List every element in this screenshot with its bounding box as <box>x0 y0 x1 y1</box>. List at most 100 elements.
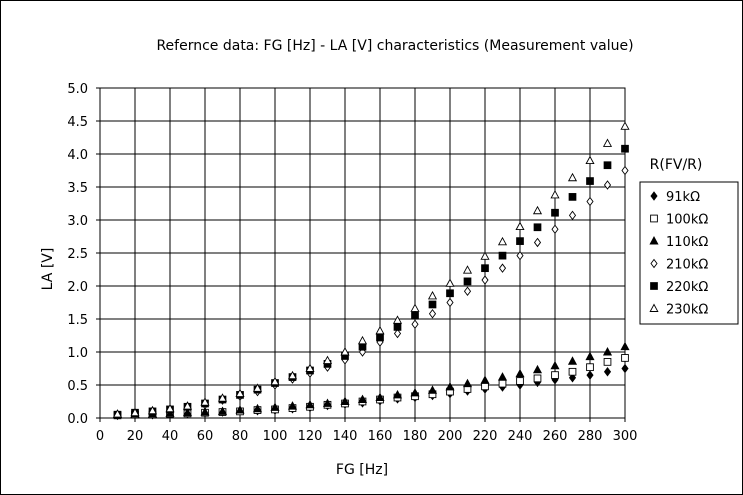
x-tick-label: 140 <box>333 429 358 444</box>
data-point <box>603 367 612 377</box>
data-point <box>428 300 437 309</box>
x-tick-label: 60 <box>197 429 214 444</box>
data-point <box>410 303 420 312</box>
legend-label: 91kΩ <box>666 190 700 205</box>
data-point <box>322 398 333 407</box>
y-tick-label: 1.5 <box>67 313 88 328</box>
legend-marker <box>650 258 658 269</box>
legend-label: 110kΩ <box>666 235 708 250</box>
data-point <box>270 376 280 386</box>
legend-marker <box>650 282 658 290</box>
data-point <box>603 358 612 366</box>
legend-marker <box>650 214 658 223</box>
y-tick-label: 3.0 <box>67 214 88 229</box>
data-point <box>270 402 280 411</box>
data-point <box>568 210 577 221</box>
data-point <box>620 341 630 351</box>
y-tick-label: 1.0 <box>67 346 88 361</box>
data-point <box>375 392 385 401</box>
series-5 <box>112 121 630 418</box>
data-point <box>463 286 472 297</box>
data-point <box>411 311 419 320</box>
data-point <box>533 237 542 248</box>
data-point <box>568 367 577 376</box>
x-tick-label: 260 <box>543 429 568 444</box>
data-point <box>551 208 559 217</box>
data-point <box>532 205 543 215</box>
data-point <box>551 224 559 234</box>
data-point <box>516 250 524 261</box>
x-axis-label: FG [Hz] <box>336 462 388 478</box>
data-point <box>551 371 559 379</box>
legend-marker <box>650 191 658 201</box>
legend-label: 230kΩ <box>666 303 708 318</box>
plot-border <box>99 87 626 419</box>
y-axis-label: LA [V] <box>40 248 56 291</box>
data-point <box>340 396 350 405</box>
x-tick-label: 120 <box>298 429 323 444</box>
data-point <box>252 383 263 392</box>
data-point <box>182 407 193 417</box>
data-point <box>497 236 508 246</box>
x-tick-label: 300 <box>613 429 638 444</box>
data-point <box>586 370 594 380</box>
x-tick-label: 160 <box>368 429 393 444</box>
data-point <box>586 363 594 372</box>
data-point <box>445 382 455 391</box>
x-tick-label: 0 <box>96 429 104 444</box>
legend-label: 210kΩ <box>666 258 708 273</box>
x-tick-label: 180 <box>403 429 428 444</box>
data-point <box>112 409 123 418</box>
y-tick-label: 0.0 <box>67 412 88 427</box>
legend-label: 220kΩ <box>666 280 708 295</box>
data-point <box>550 360 560 370</box>
data-point <box>427 385 438 394</box>
data-point <box>446 289 454 298</box>
x-tick-label: 220 <box>473 429 498 444</box>
data-point <box>147 405 158 415</box>
y-tick-label: 3.5 <box>67 181 88 196</box>
x-tick-label: 100 <box>263 429 288 444</box>
legend-marker <box>649 236 659 245</box>
data-point <box>322 355 333 365</box>
y-tick-label: 5.0 <box>67 82 88 97</box>
data-point <box>235 405 245 414</box>
data-point <box>480 375 490 384</box>
plot-area: 0 20 40 60 80 100 120 140 160 180 200 220 240 260 280 3… <box>67 82 637 444</box>
data-point <box>603 180 612 190</box>
data-point <box>621 363 629 374</box>
data-point <box>532 364 543 374</box>
data-point <box>217 393 228 402</box>
data-point <box>480 251 490 260</box>
data-point <box>550 189 560 199</box>
data-point <box>357 335 368 345</box>
data-point <box>463 277 472 286</box>
data-point <box>516 377 524 385</box>
y-tick-label: 2.0 <box>67 280 88 295</box>
data-point <box>498 379 507 388</box>
data-point <box>252 403 263 413</box>
data-point <box>568 193 577 201</box>
data-point <box>498 251 507 260</box>
data-point <box>305 399 315 409</box>
legend-box <box>639 181 739 325</box>
x-tick-label: 200 <box>438 429 463 444</box>
data-point <box>410 387 420 397</box>
data-point <box>411 319 419 330</box>
data-point <box>462 265 473 274</box>
data-point <box>621 354 629 362</box>
legend-title: R(FV/R) <box>650 157 703 173</box>
data-point <box>481 264 489 273</box>
data-point <box>393 323 402 331</box>
data-point <box>200 397 210 406</box>
data-point <box>533 374 542 383</box>
data-point <box>515 368 525 378</box>
series-2 <box>112 341 630 419</box>
data-point <box>287 401 298 410</box>
y-tick-label: 2.5 <box>67 247 88 262</box>
x-tick-label: 80 <box>232 429 249 444</box>
data-point <box>585 155 595 165</box>
data-point <box>481 382 489 391</box>
